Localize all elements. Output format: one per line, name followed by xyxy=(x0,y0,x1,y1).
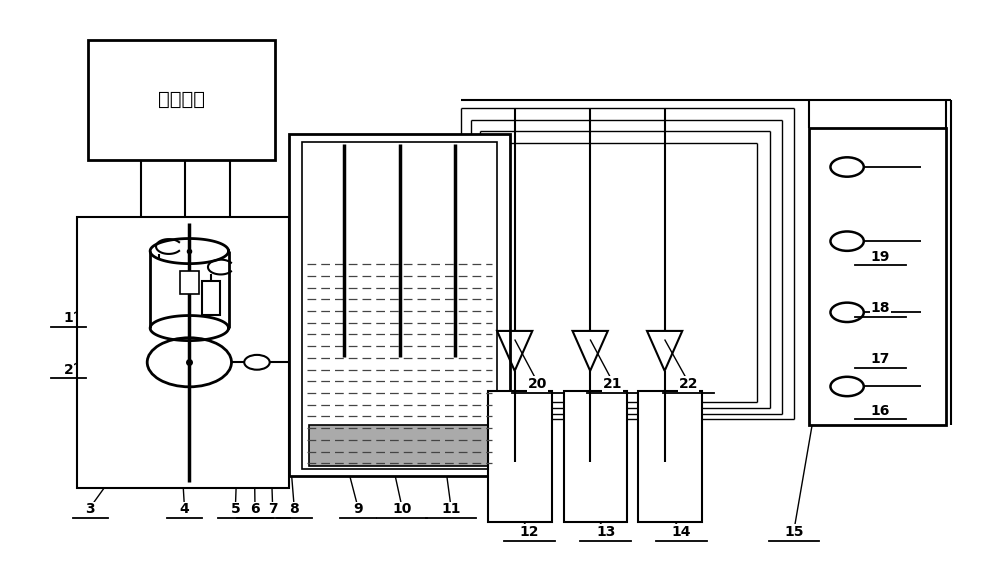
Bar xyxy=(180,271,199,294)
Text: 6: 6 xyxy=(250,502,260,516)
Bar xyxy=(309,425,490,466)
Bar xyxy=(638,391,702,522)
Text: 13: 13 xyxy=(596,525,616,539)
Text: 16: 16 xyxy=(871,404,890,418)
Text: 7: 7 xyxy=(268,502,277,516)
Text: 18: 18 xyxy=(870,301,890,315)
Bar xyxy=(77,217,289,488)
Bar xyxy=(289,134,510,476)
Text: 17: 17 xyxy=(871,352,890,366)
Bar xyxy=(302,141,497,469)
Text: 3: 3 xyxy=(86,502,95,516)
Text: 恒电位仪: 恒电位仪 xyxy=(158,90,205,109)
Bar xyxy=(564,391,627,522)
Text: 14: 14 xyxy=(672,525,691,539)
Text: 9: 9 xyxy=(353,502,363,516)
Bar xyxy=(488,391,552,522)
Text: 5: 5 xyxy=(231,502,240,516)
Text: 15: 15 xyxy=(784,525,804,539)
Text: 4: 4 xyxy=(180,502,189,516)
Text: 20: 20 xyxy=(528,377,547,391)
Text: 21: 21 xyxy=(603,377,622,391)
Text: 10: 10 xyxy=(392,502,412,516)
Text: 12: 12 xyxy=(520,525,539,539)
Text: 2: 2 xyxy=(64,363,74,377)
Bar xyxy=(202,281,220,315)
Text: 19: 19 xyxy=(871,250,890,264)
Bar xyxy=(809,129,946,425)
Text: 22: 22 xyxy=(678,377,698,391)
Text: 1: 1 xyxy=(64,311,74,325)
Text: 11: 11 xyxy=(441,502,461,516)
Text: 8: 8 xyxy=(289,502,299,516)
Bar xyxy=(88,40,275,160)
